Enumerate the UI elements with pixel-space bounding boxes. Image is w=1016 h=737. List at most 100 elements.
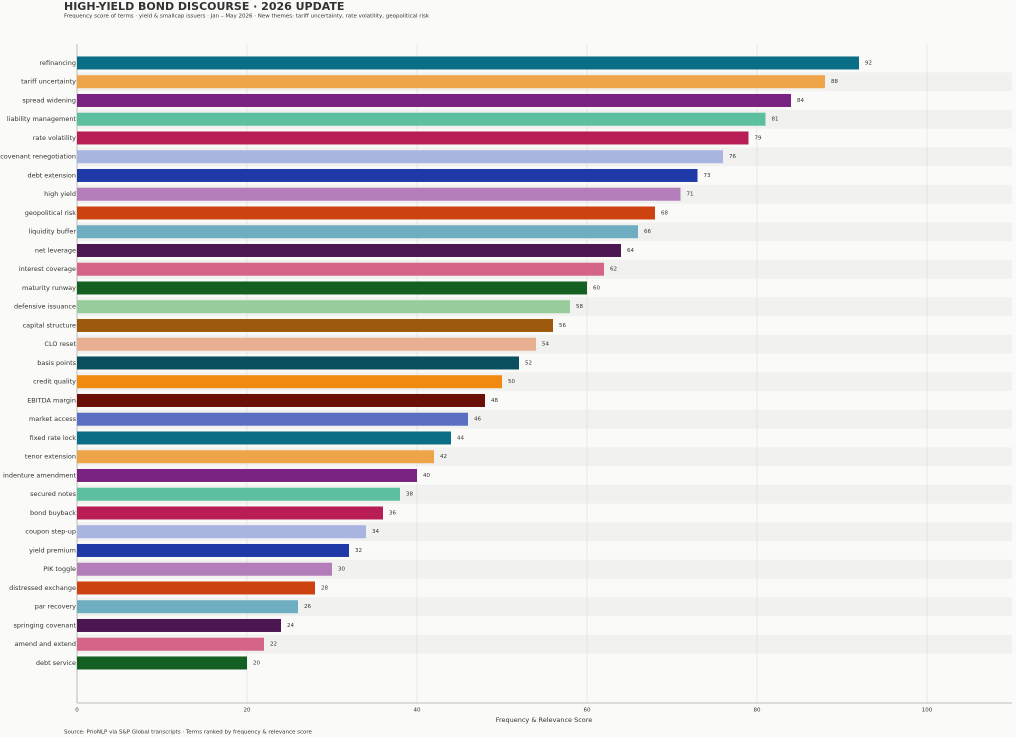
value-label: 88 <box>831 79 838 85</box>
x-tick-label: 100 <box>922 708 933 714</box>
x-tick-label: 0 <box>75 708 79 714</box>
value-label: 28 <box>321 585 328 591</box>
y-tick-label: spread widening <box>22 96 76 104</box>
bar <box>77 281 587 295</box>
value-label: 71 <box>687 192 694 198</box>
x-tick-label: 80 <box>754 708 761 714</box>
y-tick-label: rate volatility <box>33 134 76 142</box>
bar <box>77 187 681 201</box>
y-tick-label: debt service <box>36 659 76 667</box>
y-tick-label: interest coverage <box>19 265 76 273</box>
y-tick-label: basis points <box>37 359 76 367</box>
value-label: 34 <box>372 529 379 535</box>
y-tick-label: distressed exchange <box>9 584 76 592</box>
y-tick-label: tariff uncertainty <box>21 78 76 86</box>
value-label: 22 <box>270 642 277 648</box>
y-tick-label: bond buyback <box>30 509 76 517</box>
value-label: 58 <box>576 304 583 310</box>
value-label: 68 <box>661 210 668 216</box>
bar <box>77 318 553 332</box>
value-label: 48 <box>491 398 498 404</box>
value-label: 24 <box>287 623 294 629</box>
bar <box>77 525 366 539</box>
value-label: 20 <box>253 660 260 666</box>
x-axis-label: Frequency & Relevance Score <box>496 716 593 724</box>
x-tick-label: 20 <box>244 708 251 714</box>
value-label: 79 <box>755 135 762 141</box>
value-label: 40 <box>423 473 430 479</box>
bar <box>77 75 825 89</box>
y-tick-label: market access <box>29 415 77 423</box>
row-stripe <box>77 634 1012 654</box>
value-label: 73 <box>704 173 711 179</box>
value-label: 38 <box>406 492 413 498</box>
value-label: 42 <box>440 454 447 460</box>
bar <box>77 393 485 407</box>
value-label: 56 <box>559 323 566 329</box>
bar <box>77 487 400 501</box>
bar <box>77 656 247 670</box>
bar <box>77 637 264 651</box>
y-tick-label: yield premium <box>29 546 76 554</box>
value-label: 46 <box>474 417 481 423</box>
bar <box>77 262 604 276</box>
bar <box>77 206 655 220</box>
value-label: 32 <box>355 548 362 554</box>
bar <box>77 243 621 257</box>
y-tick-label: PIK toggle <box>43 565 76 573</box>
y-tick-label: CLO reset <box>44 340 76 348</box>
y-tick-label: coupon step-up <box>25 528 76 536</box>
chart-subtitle: Frequency score of terms · yield & small… <box>64 14 430 20</box>
bar <box>77 450 434 464</box>
y-tick-label: fixed rate lock <box>30 434 77 442</box>
value-label: 64 <box>627 248 634 254</box>
source-note: Source: PrioNLP via S&P Global transcrip… <box>64 730 312 736</box>
bar <box>77 93 791 107</box>
bar <box>77 337 536 351</box>
x-tick-label: 60 <box>584 708 591 714</box>
y-tick-label: EBITDA margin <box>27 396 76 404</box>
bar <box>77 618 281 632</box>
bar <box>77 581 315 595</box>
y-tick-label: amend and extend <box>15 640 76 648</box>
y-tick-label: secured notes <box>30 490 76 498</box>
y-tick-label: credit quality <box>33 378 76 386</box>
y-tick-label: par recovery <box>35 603 76 611</box>
value-label: 26 <box>304 604 311 610</box>
y-tick-label: springing covenant <box>13 621 76 629</box>
chart-title: HIGH-YIELD BOND DISCOURSE · 2026 UPDATE <box>64 0 344 13</box>
bar <box>77 168 698 182</box>
y-tick-label: defensive issuance <box>14 303 76 311</box>
bar <box>77 300 570 314</box>
value-label: 92 <box>865 60 872 66</box>
value-label: 81 <box>772 117 779 123</box>
bar <box>77 506 383 520</box>
bar <box>77 225 638 239</box>
bar <box>77 112 766 126</box>
y-tick-label: debt extension <box>27 171 76 179</box>
value-label: 54 <box>542 342 549 348</box>
bar <box>77 562 332 576</box>
bar <box>77 56 859 70</box>
y-tick-label: covenant renegotiation <box>0 153 76 161</box>
value-label: 52 <box>525 360 532 366</box>
y-tick-label: high yield <box>44 190 76 198</box>
value-label: 62 <box>610 267 617 273</box>
bar <box>77 412 468 426</box>
y-tick-label: geopolitical risk <box>25 209 76 217</box>
bar <box>77 600 298 614</box>
y-tick-label: tenor extension <box>25 453 76 461</box>
row-stripe <box>77 597 1012 617</box>
bar <box>77 375 502 389</box>
value-label: 36 <box>389 510 396 516</box>
x-tick-label: 40 <box>414 708 421 714</box>
y-tick-label: capital structure <box>23 321 76 329</box>
value-label: 44 <box>457 435 464 441</box>
bar <box>77 468 417 482</box>
y-tick-label: refinancing <box>40 59 76 67</box>
value-label: 84 <box>797 98 804 104</box>
y-tick-label: liquidity buffer <box>29 228 77 236</box>
value-label: 60 <box>593 285 600 291</box>
